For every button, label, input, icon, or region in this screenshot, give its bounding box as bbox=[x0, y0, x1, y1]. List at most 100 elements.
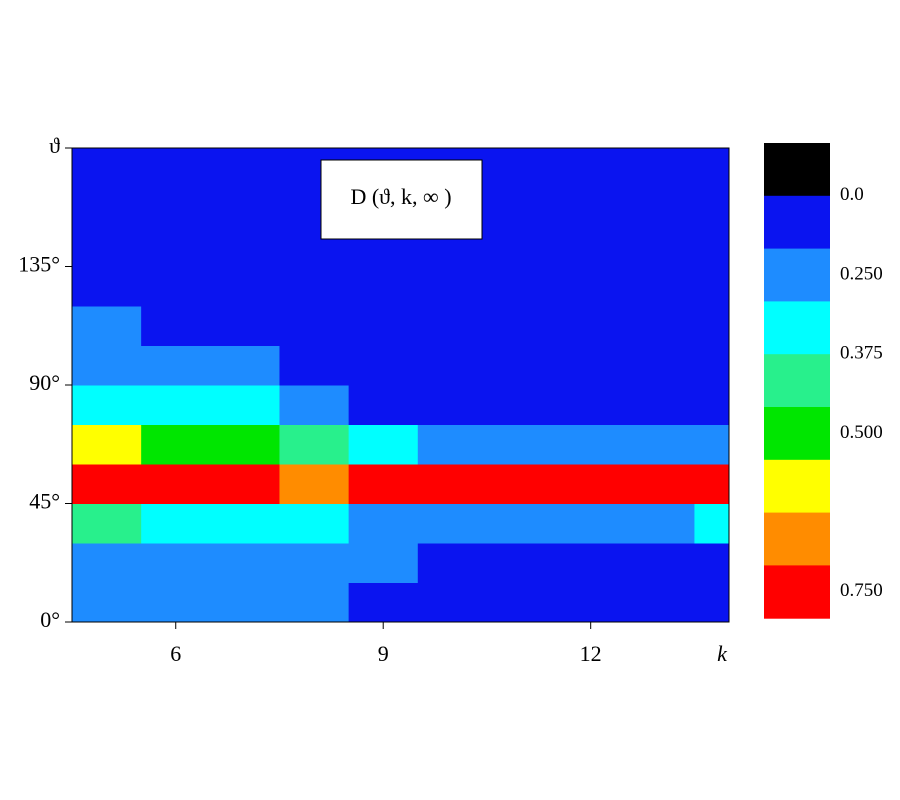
cell bbox=[279, 385, 350, 425]
colorbar-box bbox=[764, 195, 830, 250]
cell bbox=[210, 227, 280, 267]
y-tick-label: 90° bbox=[29, 370, 60, 395]
cell bbox=[417, 464, 488, 504]
cell bbox=[556, 464, 626, 504]
cell bbox=[72, 582, 142, 623]
cell bbox=[486, 306, 557, 346]
cell bbox=[72, 503, 142, 544]
cell bbox=[694, 582, 730, 623]
cell bbox=[141, 464, 211, 504]
cell bbox=[72, 266, 142, 307]
cell bbox=[210, 464, 280, 504]
cell bbox=[694, 306, 730, 346]
cell bbox=[141, 148, 211, 188]
cell bbox=[486, 503, 557, 544]
cell bbox=[694, 227, 730, 267]
cell bbox=[72, 306, 142, 346]
cell bbox=[625, 424, 695, 465]
colorbar-box bbox=[764, 512, 830, 566]
cell bbox=[141, 543, 211, 583]
colorbar-label: 0.500 bbox=[840, 422, 883, 443]
cell bbox=[625, 582, 695, 623]
cell bbox=[625, 503, 695, 544]
cell bbox=[486, 345, 557, 386]
cell bbox=[72, 345, 142, 386]
cell bbox=[625, 148, 695, 188]
cell bbox=[417, 306, 488, 346]
cell bbox=[210, 187, 280, 228]
cell bbox=[279, 424, 350, 465]
cell bbox=[417, 385, 488, 425]
cell bbox=[141, 582, 211, 623]
cell bbox=[141, 187, 211, 228]
cell bbox=[279, 503, 350, 544]
y-tick-label: 135° bbox=[18, 252, 60, 277]
cell bbox=[279, 464, 350, 504]
colorbar-box bbox=[764, 459, 830, 514]
cell bbox=[625, 227, 695, 267]
cell bbox=[348, 543, 419, 583]
x-tick-label: 9 bbox=[378, 641, 389, 666]
cell bbox=[625, 266, 695, 307]
cell bbox=[210, 266, 280, 307]
cell bbox=[625, 464, 695, 504]
colorbar-box bbox=[764, 248, 830, 302]
colorbar-label: 0.750 bbox=[840, 580, 883, 601]
cell bbox=[556, 187, 626, 228]
cell bbox=[141, 306, 211, 346]
cell bbox=[348, 503, 419, 544]
colorbar-label: 0.250 bbox=[840, 263, 883, 284]
cell bbox=[279, 543, 350, 583]
colorbar-label: 0.375 bbox=[840, 343, 883, 364]
cell bbox=[72, 148, 142, 188]
cell bbox=[556, 306, 626, 346]
colorbar-box bbox=[764, 143, 830, 197]
cell bbox=[556, 543, 626, 583]
cell bbox=[72, 385, 142, 425]
cell bbox=[486, 582, 557, 623]
chart-title: D (ϑ, k, ∞ ) bbox=[350, 184, 451, 209]
cell bbox=[72, 464, 142, 504]
cell bbox=[141, 385, 211, 425]
cell bbox=[72, 424, 142, 465]
cell bbox=[625, 543, 695, 583]
cell bbox=[210, 385, 280, 425]
cell bbox=[556, 503, 626, 544]
cell bbox=[417, 424, 488, 465]
cell bbox=[72, 187, 142, 228]
y-tick-label: ϑ bbox=[49, 133, 60, 158]
colorbar-label: 0.0 bbox=[840, 184, 864, 205]
cell bbox=[417, 266, 488, 307]
cell bbox=[694, 424, 730, 465]
cell bbox=[556, 227, 626, 267]
cell bbox=[486, 543, 557, 583]
title-box bbox=[320, 159, 483, 240]
cell bbox=[486, 464, 557, 504]
cell bbox=[694, 464, 730, 504]
cell bbox=[694, 345, 730, 386]
x-axis-label: k bbox=[717, 641, 728, 666]
cell bbox=[417, 543, 488, 583]
cell bbox=[210, 345, 280, 386]
cell bbox=[279, 582, 350, 623]
y-tick-label: 45° bbox=[29, 489, 60, 514]
cell bbox=[348, 424, 419, 465]
colorbar-box bbox=[764, 407, 830, 461]
cell bbox=[625, 306, 695, 346]
cell bbox=[210, 306, 280, 346]
cell bbox=[348, 306, 419, 346]
cell bbox=[556, 345, 626, 386]
colorbar-box bbox=[764, 565, 830, 619]
x-tick-label: 12 bbox=[580, 641, 602, 666]
cell bbox=[279, 306, 350, 346]
cell bbox=[486, 148, 557, 188]
cell bbox=[279, 345, 350, 386]
cell bbox=[141, 345, 211, 386]
cell bbox=[556, 266, 626, 307]
cell bbox=[210, 582, 280, 623]
cell bbox=[694, 503, 730, 544]
cell bbox=[141, 266, 211, 307]
cell bbox=[556, 582, 626, 623]
cell bbox=[556, 148, 626, 188]
